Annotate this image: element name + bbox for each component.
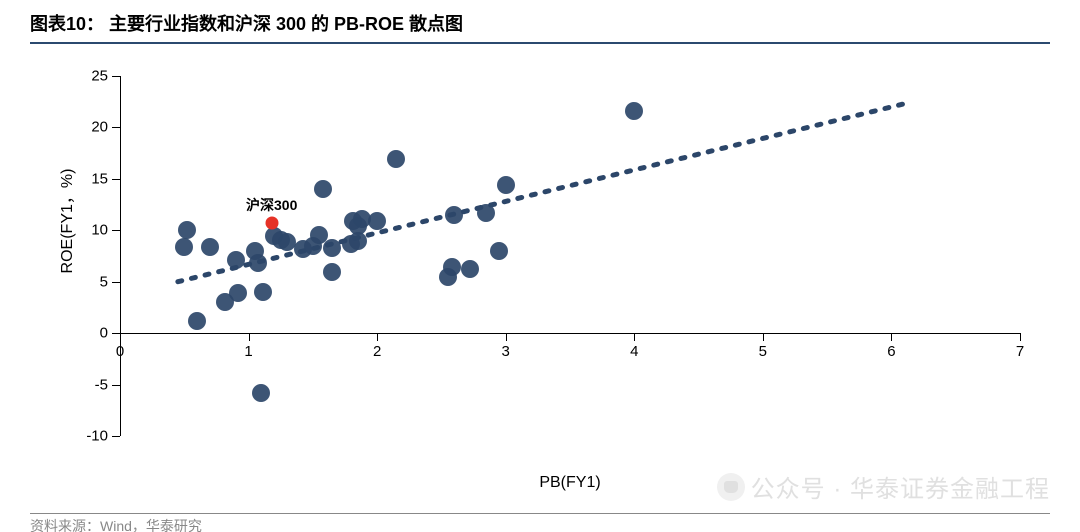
data-point (227, 251, 245, 269)
scatter-chart: -10-5051015202501234567沪深300 (120, 76, 1020, 436)
x-tick (249, 333, 250, 341)
x-tick-label: 0 (116, 343, 124, 360)
data-point (314, 180, 332, 198)
data-point (349, 232, 367, 250)
y-tick-label: -10 (86, 428, 120, 445)
data-point (175, 238, 193, 256)
x-axis-title: PB(FY1) (539, 474, 600, 492)
watermark-text: 公众号 · 华泰证券金融工程 (751, 469, 1050, 504)
data-point (178, 221, 196, 239)
y-tick-label: 15 (91, 170, 120, 187)
wechat-icon (717, 473, 745, 501)
data-point (252, 384, 270, 402)
y-tick-label: 0 (100, 325, 120, 342)
x-tick-label: 6 (887, 343, 895, 360)
x-tick-label: 7 (1016, 343, 1024, 360)
x-tick-label: 4 (630, 343, 638, 360)
data-point (443, 258, 461, 276)
y-tick-label: 20 (91, 119, 120, 136)
data-point (323, 263, 341, 281)
x-tick (120, 333, 121, 341)
data-point (323, 239, 341, 257)
y-tick-label: 10 (91, 222, 120, 239)
source-divider (30, 513, 1050, 514)
y-tick-label: -5 (95, 376, 120, 393)
watermark: 公众号 · 华泰证券金融工程 (717, 469, 1050, 504)
x-tick-label: 1 (244, 343, 252, 360)
data-point (445, 206, 463, 224)
x-tick (634, 333, 635, 341)
data-point (497, 176, 515, 194)
y-tick-label: 25 (91, 68, 120, 85)
data-point (387, 150, 405, 168)
data-point (625, 102, 643, 120)
x-tick-label: 2 (373, 343, 381, 360)
data-point (461, 260, 479, 278)
highlight-label: 沪深300 (246, 195, 297, 215)
x-tick (506, 333, 507, 341)
data-point (490, 242, 508, 260)
source-text: 资料来源：Wind，华泰研究 (30, 516, 202, 532)
y-axis-title: ROE(FY1，%) (53, 169, 77, 274)
y-tick-label: 5 (100, 273, 120, 290)
data-point (201, 238, 219, 256)
data-point (188, 312, 206, 330)
x-tick (763, 333, 764, 341)
data-point (249, 254, 267, 272)
chart-title: 图表10： 主要行业指数和沪深 300 的 PB-ROE 散点图 (30, 10, 1050, 44)
data-point (368, 212, 386, 230)
x-tick (1020, 333, 1021, 341)
data-point (229, 284, 247, 302)
x-axis-line (120, 333, 1020, 334)
x-tick-label: 5 (759, 343, 767, 360)
highlight-point (265, 217, 278, 230)
x-tick (377, 333, 378, 341)
data-point (477, 204, 495, 222)
data-point (254, 283, 272, 301)
x-tick-label: 3 (502, 343, 510, 360)
x-tick (891, 333, 892, 341)
